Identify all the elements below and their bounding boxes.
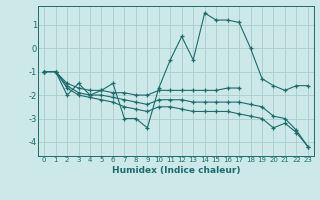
X-axis label: Humidex (Indice chaleur): Humidex (Indice chaleur) [112,166,240,175]
